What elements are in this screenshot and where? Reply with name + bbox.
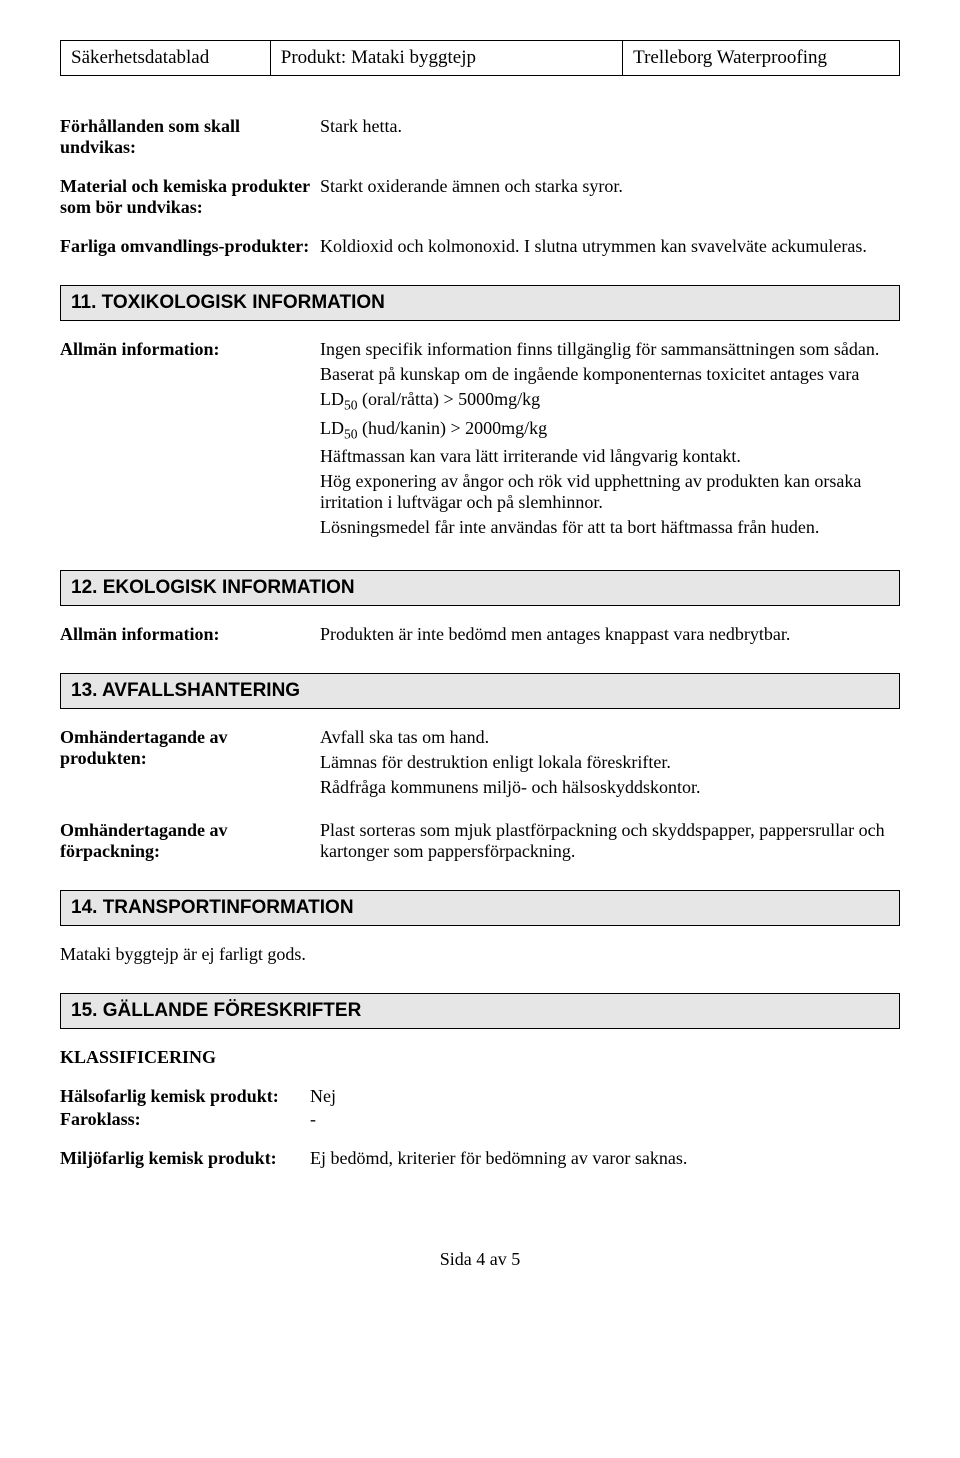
s15-r1-value: Nej (310, 1086, 900, 1107)
s11-row: Allmän information: Ingen specifik infor… (60, 339, 900, 542)
s13-r2-label: Omhändertagande av förpackning: (60, 820, 320, 862)
section-13-title: 13. AVFALLSHANTERING (60, 673, 900, 709)
s15-row-3: Miljöfarlig kemisk produkt: Ej bedömd, k… (60, 1148, 900, 1169)
s13-row-1: Omhändertagande av produkten: Avfall ska… (60, 727, 900, 802)
s13-r1-value: Avfall ska tas om hand. Lämnas för destr… (320, 727, 900, 802)
intro-label: Farliga omvandlings-produkter: (60, 236, 320, 257)
s12-label: Allmän information: (60, 624, 320, 645)
ld1-sub: 50 (344, 398, 358, 413)
s11-value: Ingen specifik information finns tillgän… (320, 339, 900, 542)
intro-value: Koldioxid och kolmonoxid. I slutna utrym… (320, 236, 900, 257)
intro-row: Material och kemiska produkter som bör u… (60, 176, 900, 218)
s11-p4: Hög exponering av ångor och rök vid upph… (320, 471, 900, 513)
section-14-title: 14. TRANSPORTINFORMATION (60, 890, 900, 926)
s15-row-1: Hälsofarlig kemisk produkt: Nej (60, 1086, 900, 1107)
intro-row: Farliga omvandlings-produkter: Koldioxid… (60, 236, 900, 257)
s15-r2-value: - (310, 1109, 900, 1130)
ld2-sub: 50 (344, 426, 358, 441)
s13-row-2: Omhändertagande av förpackning: Plast so… (60, 820, 900, 862)
s15-r3-label: Miljöfarlig kemisk produkt: (60, 1148, 310, 1169)
ld1-post: (oral/råtta) > 5000mg/kg (358, 389, 541, 409)
header-cell-3: Trelleborg Waterproofing (623, 41, 900, 76)
s15-r1-label: Hälsofarlig kemisk produkt: (60, 1086, 310, 1107)
s11-p5: Lösningsmedel får inte användas för att … (320, 517, 900, 538)
s12-row: Allmän information: Produkten är inte be… (60, 624, 900, 645)
s13-r1-label: Omhändertagande av produkten: (60, 727, 320, 802)
intro-label: Förhållanden som skall undvikas: (60, 116, 320, 158)
s12-value: Produkten är inte bedömd men antages kna… (320, 624, 900, 645)
ld2-pre: LD (320, 418, 344, 438)
s15-subheading: KLASSIFICERING (60, 1047, 900, 1068)
section-11-title: 11. TOXIKOLOGISK INFORMATION (60, 285, 900, 321)
intro-value: Starkt oxiderande ämnen och starka syror… (320, 176, 900, 218)
s11-p2: Baserat på kunskap om de ingående kompon… (320, 364, 900, 385)
section-15-title: 15. GÄLLANDE FÖRESKRIFTER (60, 993, 900, 1029)
intro-row: Förhållanden som skall undvikas: Stark h… (60, 116, 900, 158)
s13-r1-l2: Lämnas för destruktion enligt lokala för… (320, 752, 900, 773)
intro-value: Stark hetta. (320, 116, 900, 158)
header-cell-2: Produkt: Mataki byggtejp (270, 41, 622, 76)
s11-label: Allmän information: (60, 339, 320, 542)
s15-r2-label: Faroklass: (60, 1109, 310, 1130)
document-header-table: Säkerhetsdatablad Produkt: Mataki byggte… (60, 40, 900, 76)
s13-r1-l1: Avfall ska tas om hand. (320, 727, 900, 748)
header-cell-1: Säkerhetsdatablad (61, 41, 271, 76)
intro-label: Material och kemiska produkter som bör u… (60, 176, 320, 218)
s11-p1: Ingen specifik information finns tillgän… (320, 339, 900, 360)
ld2-post: (hud/kanin) > 2000mg/kg (358, 418, 548, 438)
ld1-pre: LD (320, 389, 344, 409)
s11-ld1: LD50 (oral/råtta) > 5000mg/kg (320, 389, 900, 414)
s13-r2-value: Plast sorteras som mjuk plastförpackning… (320, 820, 900, 862)
s14-line: Mataki byggtejp är ej farligt gods. (60, 944, 900, 965)
s11-p3: Häftmassan kan vara lätt irriterande vid… (320, 446, 900, 467)
s15-row-2: Faroklass: - (60, 1109, 900, 1130)
s11-ld2: LD50 (hud/kanin) > 2000mg/kg (320, 418, 900, 443)
s13-r1-l3: Rådfråga kommunens miljö- och hälsoskydd… (320, 777, 900, 798)
s15-r3-value: Ej bedömd, kriterier för bedömning av va… (310, 1148, 900, 1169)
section-12-title: 12. EKOLOGISK INFORMATION (60, 570, 900, 606)
page-footer: Sida 4 av 5 (60, 1249, 900, 1270)
